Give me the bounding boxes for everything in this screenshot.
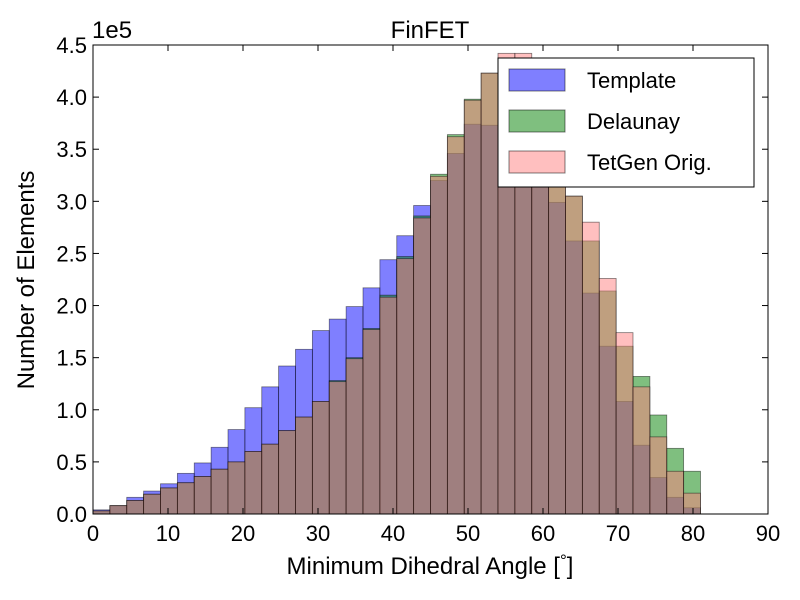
y-axis-label: Number of Elements xyxy=(13,171,40,390)
y-tick-label: 0.0 xyxy=(56,502,87,527)
x-tick-label: 80 xyxy=(681,521,705,546)
histogram-bar xyxy=(126,500,145,515)
histogram-bar xyxy=(210,468,229,515)
legend: Template Delaunay TetGen Orig. xyxy=(497,57,755,188)
histogram-bar xyxy=(193,476,212,515)
legend-swatch xyxy=(508,109,566,133)
histogram-bar xyxy=(649,436,668,515)
x-tick-label: 70 xyxy=(606,521,630,546)
plot-frame xyxy=(92,44,769,515)
y-tick-label: 2.0 xyxy=(56,294,87,319)
y-tick-label: 4.5 xyxy=(56,33,87,58)
y-tick-label: 3.0 xyxy=(56,189,87,214)
histogram-bar xyxy=(683,492,701,515)
y-tick-label: 2.5 xyxy=(56,241,87,266)
histogram-bar xyxy=(328,381,347,515)
ticks-layer: 0 10 20 30 40 50 60 70 80 90 0.0 0.5 1.0 1.5 2.0 2.5 3.0… xyxy=(56,33,780,546)
x-tick-label: 30 xyxy=(306,521,330,546)
histogram-bar xyxy=(581,221,600,515)
y-tick-label: 3.5 xyxy=(56,137,87,162)
histogram-bar xyxy=(430,175,448,515)
x-axis-label-close: ] xyxy=(567,553,574,580)
bars-layer xyxy=(92,52,701,515)
histogram-bar xyxy=(143,493,161,515)
histogram-bar xyxy=(109,505,128,515)
histogram-bar xyxy=(615,332,634,515)
histogram-bar xyxy=(244,451,263,515)
histogram-bar xyxy=(463,99,482,515)
y-tick-label: 0.5 xyxy=(56,450,87,475)
y-tick-label: 1.0 xyxy=(56,398,87,423)
histogram-bar xyxy=(396,258,415,515)
legend-label: Template xyxy=(587,68,676,93)
x-tick-label: 20 xyxy=(231,521,255,546)
histogram-bar xyxy=(311,401,330,515)
histogram-bar xyxy=(261,443,280,515)
histogram-bar xyxy=(632,386,651,515)
histogram-bar xyxy=(345,358,364,515)
y-axis-multiplier: 1e5 xyxy=(92,17,132,44)
histogram-bar xyxy=(413,217,431,515)
x-tick-label: 40 xyxy=(381,521,405,546)
x-axis-label: Minimum Dihedral Angle [°] xyxy=(287,551,574,580)
x-tick-label: 60 xyxy=(531,521,555,546)
x-tick-label: 50 xyxy=(456,521,480,546)
histogram-bar xyxy=(565,195,583,515)
histogram-bar xyxy=(598,278,617,515)
histogram-bar xyxy=(295,416,313,515)
x-tick-label: 10 xyxy=(156,521,180,546)
legend-swatch xyxy=(508,150,566,174)
legend-label: TetGen Orig. xyxy=(587,150,712,175)
histogram-bar xyxy=(446,136,465,515)
histogram-bar xyxy=(379,296,398,515)
histogram-bar xyxy=(160,487,178,515)
x-tick-label: 0 xyxy=(87,521,99,546)
histogram-bar xyxy=(176,482,195,515)
chart-title: FinFET xyxy=(391,17,470,44)
legend-label: Delaunay xyxy=(587,109,680,134)
y-tick-label: 4.0 xyxy=(56,85,87,110)
legend-swatch xyxy=(508,68,566,92)
y-tick-label: 1.5 xyxy=(56,346,87,371)
x-axis-label-text: Minimum Dihedral Angle [ xyxy=(287,553,561,580)
histogram-bar xyxy=(227,461,246,515)
histogram-bar xyxy=(278,430,296,515)
histogram-bar xyxy=(666,470,685,515)
x-tick-label: 90 xyxy=(756,521,780,546)
series-2 xyxy=(92,52,701,515)
histogram-bar xyxy=(480,72,499,515)
histogram-bar xyxy=(362,329,381,515)
x-axis-label-unit: ° xyxy=(560,551,567,570)
